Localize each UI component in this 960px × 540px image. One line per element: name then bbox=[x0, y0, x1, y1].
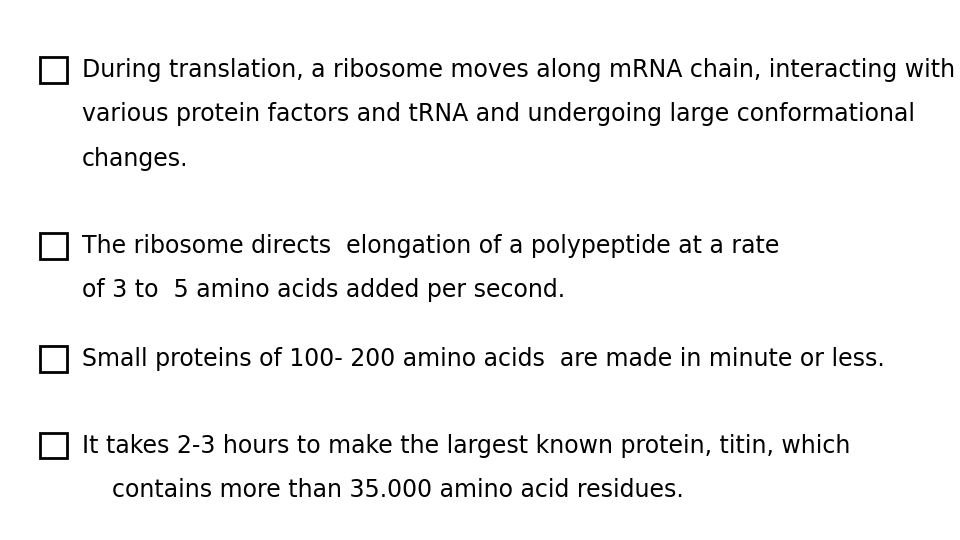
Bar bbox=[40, 233, 67, 259]
Text: Small proteins of 100- 200 amino acids  are made in minute or less.: Small proteins of 100- 200 amino acids a… bbox=[82, 347, 884, 371]
Bar bbox=[40, 57, 67, 83]
Text: changes.: changes. bbox=[82, 147, 188, 171]
Text: contains more than 35.000 amino acid residues.: contains more than 35.000 amino acid res… bbox=[82, 478, 684, 502]
Text: various protein factors and tRNA and undergoing large conformational: various protein factors and tRNA and und… bbox=[82, 103, 915, 126]
Bar bbox=[40, 433, 67, 458]
Text: It takes 2-3 hours to make the largest known protein, titin, which: It takes 2-3 hours to make the largest k… bbox=[82, 434, 850, 457]
Text: of 3 to  5 amino acids added per second.: of 3 to 5 amino acids added per second. bbox=[82, 278, 564, 302]
Text: During translation, a ribosome moves along mRNA chain, interacting with: During translation, a ribosome moves alo… bbox=[82, 58, 955, 82]
Bar bbox=[40, 346, 67, 372]
Text: The ribosome directs  elongation of a polypeptide at a rate: The ribosome directs elongation of a pol… bbox=[82, 234, 779, 258]
